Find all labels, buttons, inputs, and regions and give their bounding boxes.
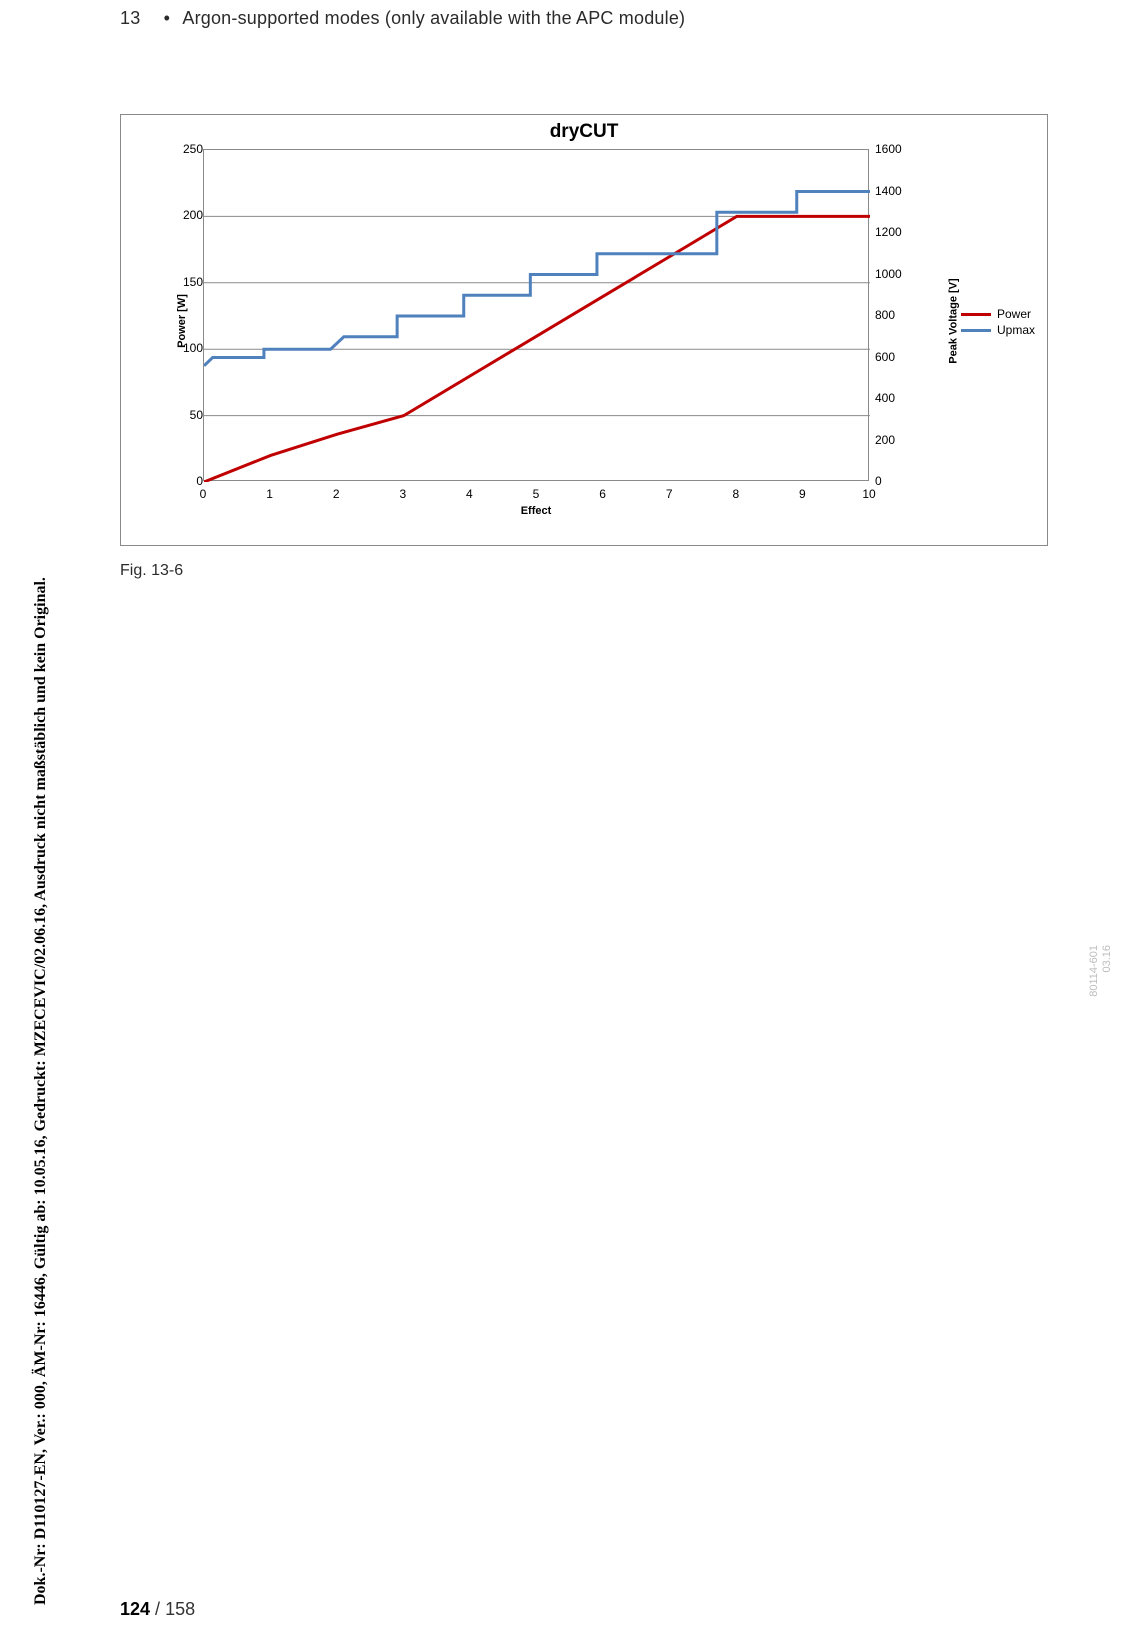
y2-tick: 400	[875, 391, 895, 405]
y1-tick: 250	[179, 142, 203, 156]
page-header: 13 • Argon-supported modes (only availab…	[120, 8, 685, 29]
x-tick: 6	[599, 487, 606, 501]
y1-tick: 150	[179, 275, 203, 289]
y2-tick: 1600	[875, 142, 902, 156]
print-code: 80114-601 03.16	[1088, 945, 1113, 997]
document-id-string: Dok.-Nr: D110127-EN, Ver.: 000, ÄM-Nr: 1…	[32, 577, 50, 1605]
series-group	[204, 192, 870, 483]
bullet: •	[164, 8, 171, 28]
page: 13 • Argon-supported modes (only availab…	[0, 0, 1134, 1644]
x-tick: 8	[732, 487, 739, 501]
legend: Power Upmax	[961, 305, 1035, 339]
legend-item-power: Power	[961, 307, 1035, 321]
legend-swatch	[961, 329, 991, 332]
chart-container: dryCUT 050100150200250 02004006008001000…	[120, 114, 1048, 546]
legend-label: Power	[997, 307, 1031, 321]
page-total: 158	[165, 1599, 195, 1619]
figure-caption: Fig. 13-6	[120, 562, 183, 580]
legend-swatch	[961, 313, 991, 316]
y2-tick: 200	[875, 433, 895, 447]
legend-item-upmax: Upmax	[961, 323, 1035, 337]
x-tick: 4	[466, 487, 473, 501]
y2-axis-title: Peak Voltage [V]	[948, 278, 960, 363]
y2-tick: 800	[875, 308, 895, 322]
x-tick: 5	[533, 487, 540, 501]
page-current: 124	[120, 1599, 150, 1619]
y1-axis-title: Power [W]	[176, 294, 188, 348]
x-tick: 2	[333, 487, 340, 501]
y2-tick: 1000	[875, 267, 902, 281]
x-tick: 9	[799, 487, 806, 501]
chart-title: dryCUT	[121, 121, 1047, 143]
section-number: 13	[120, 8, 140, 28]
section-title: Argon-supported modes (only available wi…	[182, 8, 685, 28]
y2-tick: 0	[875, 474, 882, 488]
x-tick: 1	[266, 487, 273, 501]
x-axis-title: Effect	[203, 505, 869, 517]
page-number: 124 / 158	[120, 1599, 195, 1620]
y1-tick: 50	[179, 408, 203, 422]
page-sep: /	[150, 1599, 165, 1619]
y2-tick: 600	[875, 350, 895, 364]
chart-svg	[204, 150, 870, 482]
y1-tick: 0	[179, 474, 203, 488]
x-tick: 3	[399, 487, 406, 501]
y1-tick: 200	[179, 208, 203, 222]
legend-label: Upmax	[997, 323, 1035, 337]
x-tick: 10	[862, 487, 875, 501]
y2-tick: 1400	[875, 184, 902, 198]
y2-tick: 1200	[875, 225, 902, 239]
x-tick: 0	[200, 487, 207, 501]
plot-area	[203, 149, 869, 481]
x-tick: 7	[666, 487, 673, 501]
gridlines	[204, 216, 870, 415]
